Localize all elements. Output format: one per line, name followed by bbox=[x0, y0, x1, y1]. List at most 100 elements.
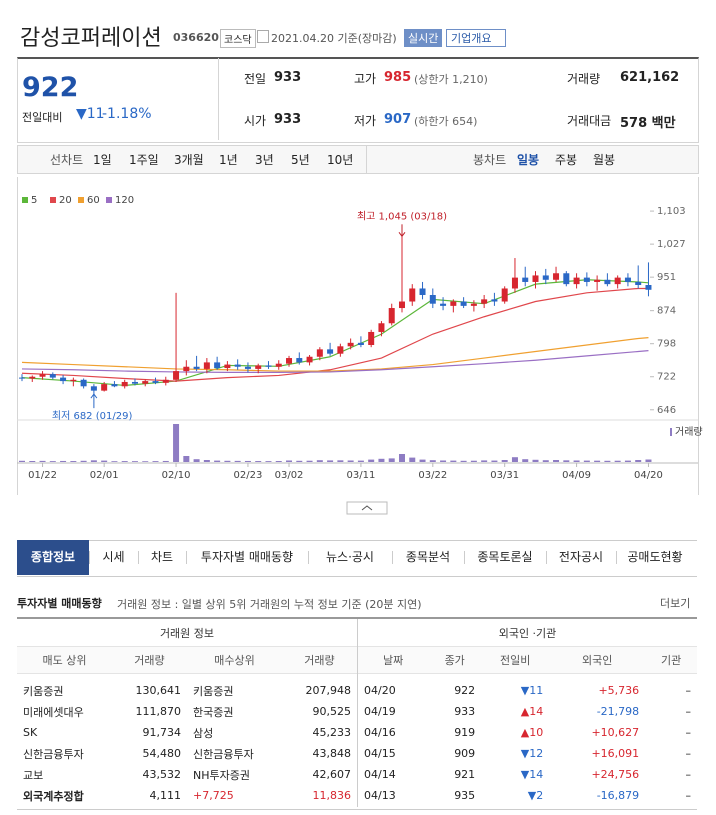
period-button[interactable]: 주봉 bbox=[555, 153, 578, 167]
candle-body bbox=[203, 362, 210, 369]
table-title: 거래원 정보 bbox=[17, 619, 357, 647]
tab[interactable]: 뉴스·공시 bbox=[326, 550, 374, 564]
stat-value: 907 bbox=[384, 112, 412, 127]
tab[interactable]: 시세 bbox=[102, 550, 125, 564]
row: 미래에셋대우 111,870 한국증권 90,525 bbox=[17, 701, 357, 722]
volume-bar bbox=[193, 459, 200, 462]
cell: +24,756 bbox=[591, 768, 640, 781]
period-button[interactable]: 3년 bbox=[255, 153, 274, 167]
tab-divider bbox=[138, 551, 139, 564]
overview-button[interactable]: 기업개요 bbox=[446, 29, 507, 47]
stat-label: 저가 bbox=[354, 114, 377, 128]
period-button[interactable]: 5년 bbox=[291, 153, 310, 167]
change-label: 전일대비 bbox=[22, 111, 63, 124]
tab[interactable]: 투자자별 매매동향 bbox=[200, 550, 294, 564]
candle-body bbox=[162, 379, 169, 383]
tab[interactable]: 공매도현황 bbox=[627, 550, 683, 564]
volume-bar bbox=[255, 461, 262, 462]
period-button[interactable]: 3개월 bbox=[174, 153, 204, 167]
tab-bar bbox=[17, 540, 697, 577]
volume-bar bbox=[111, 461, 118, 462]
divider bbox=[366, 145, 367, 173]
volume-bar bbox=[491, 460, 498, 462]
period-button[interactable]: 1년 bbox=[219, 153, 238, 167]
tab-divider bbox=[616, 551, 617, 564]
period-label: 봉차트 bbox=[473, 153, 507, 167]
candle-body bbox=[327, 349, 334, 354]
period-button[interactable]: 일봉 bbox=[517, 153, 540, 167]
volume-bar bbox=[234, 460, 241, 462]
cell: 111,870 bbox=[135, 705, 181, 718]
period-label: 선차트 bbox=[50, 153, 84, 167]
cell: 04/16 bbox=[364, 726, 396, 739]
stat-label: 고가 bbox=[354, 72, 377, 86]
period-button[interactable]: 1일 bbox=[93, 153, 112, 167]
stat-label: 거래대금 bbox=[567, 114, 612, 128]
tab[interactable]: 차트 bbox=[150, 550, 174, 564]
y-tick-label: 798 bbox=[657, 339, 676, 350]
tab[interactable]: 종합정보 bbox=[17, 540, 89, 575]
tab[interactable]: 종목토론실 bbox=[477, 550, 533, 564]
volume-bar bbox=[214, 460, 221, 462]
more-link[interactable]: 더보기 bbox=[660, 597, 691, 610]
column-header: 전일비 bbox=[481, 646, 550, 674]
cell: 207,948 bbox=[305, 684, 352, 697]
candle-body bbox=[347, 342, 354, 347]
row: 신한금융투자 54,480 신한금융투자 43,848 bbox=[17, 743, 357, 764]
chart-frame bbox=[17, 177, 699, 495]
volume-bar bbox=[296, 460, 303, 462]
cell: 935 bbox=[454, 789, 476, 802]
candle-body bbox=[131, 381, 138, 384]
candle-body bbox=[511, 277, 518, 289]
candle-body bbox=[296, 358, 303, 363]
row: 04/16 919 ▲10 +10,627 – bbox=[358, 722, 697, 743]
calendar-icon bbox=[257, 30, 269, 43]
stat-label: 시가 bbox=[244, 114, 267, 128]
cell: 04/15 bbox=[364, 747, 396, 760]
total-cell: 외국계추정합 bbox=[23, 789, 84, 803]
cell: 933 bbox=[454, 705, 476, 718]
column-header: 거래량 bbox=[111, 646, 187, 674]
annotation: 최고 1,045 (03/18) bbox=[357, 210, 447, 222]
section-desc: 거래원 정보 : 일별 상위 5위 거래원의 누적 정보 기준 (20분 지연) bbox=[117, 598, 422, 611]
period-button[interactable]: 월봉 bbox=[593, 153, 616, 167]
candle-body bbox=[337, 346, 344, 354]
cell: -21,798 bbox=[596, 705, 640, 718]
candle-body bbox=[265, 365, 272, 367]
x-tick-label: 01/22 bbox=[28, 470, 57, 481]
ma-line bbox=[21, 287, 649, 382]
volume-bar bbox=[29, 461, 36, 462]
y-tick-label: 1,103 bbox=[657, 206, 686, 217]
row: 04/13 935 ▼2 -16,879 – bbox=[358, 785, 697, 806]
candle-body bbox=[286, 358, 293, 364]
volume-bar bbox=[286, 460, 293, 462]
cell: 신한금융투자 bbox=[23, 747, 84, 761]
volume-bar bbox=[470, 460, 477, 462]
candle-body bbox=[440, 303, 447, 306]
realtime-button[interactable]: 실시간 bbox=[404, 29, 443, 47]
foreign-table: 외국인 ·기관 날짜 종가 전일비 외국인 기관 04/20 922 ▼11 +5,736–04/… bbox=[358, 619, 697, 806]
candle-body bbox=[29, 376, 36, 379]
candle-body bbox=[70, 379, 77, 382]
x-tick-label: 03/11 bbox=[346, 470, 375, 481]
candle-body bbox=[244, 366, 251, 369]
stat-value: 578 백만 bbox=[620, 116, 676, 131]
volume-bar bbox=[532, 459, 539, 462]
tab[interactable]: 전자공시 bbox=[558, 550, 604, 564]
x-tick-label: 03/02 bbox=[275, 470, 304, 481]
period-button[interactable]: 1주일 bbox=[129, 153, 159, 167]
candle-body bbox=[142, 381, 149, 384]
column-header: 매수상위 bbox=[186, 646, 282, 674]
candle-body bbox=[255, 365, 262, 369]
period-button[interactable]: 10년 bbox=[327, 153, 354, 167]
candle-body bbox=[450, 301, 457, 306]
volume-bar bbox=[604, 460, 611, 462]
cell: 919 bbox=[454, 726, 476, 739]
volume-bar bbox=[553, 460, 560, 462]
x-tick-label: 02/10 bbox=[162, 470, 191, 481]
volume-bar bbox=[624, 460, 631, 462]
collapse-button[interactable] bbox=[346, 501, 388, 515]
volume-bar bbox=[90, 460, 97, 462]
y-tick-label: 722 bbox=[657, 372, 676, 383]
tab[interactable]: 종목분석 bbox=[405, 550, 451, 564]
